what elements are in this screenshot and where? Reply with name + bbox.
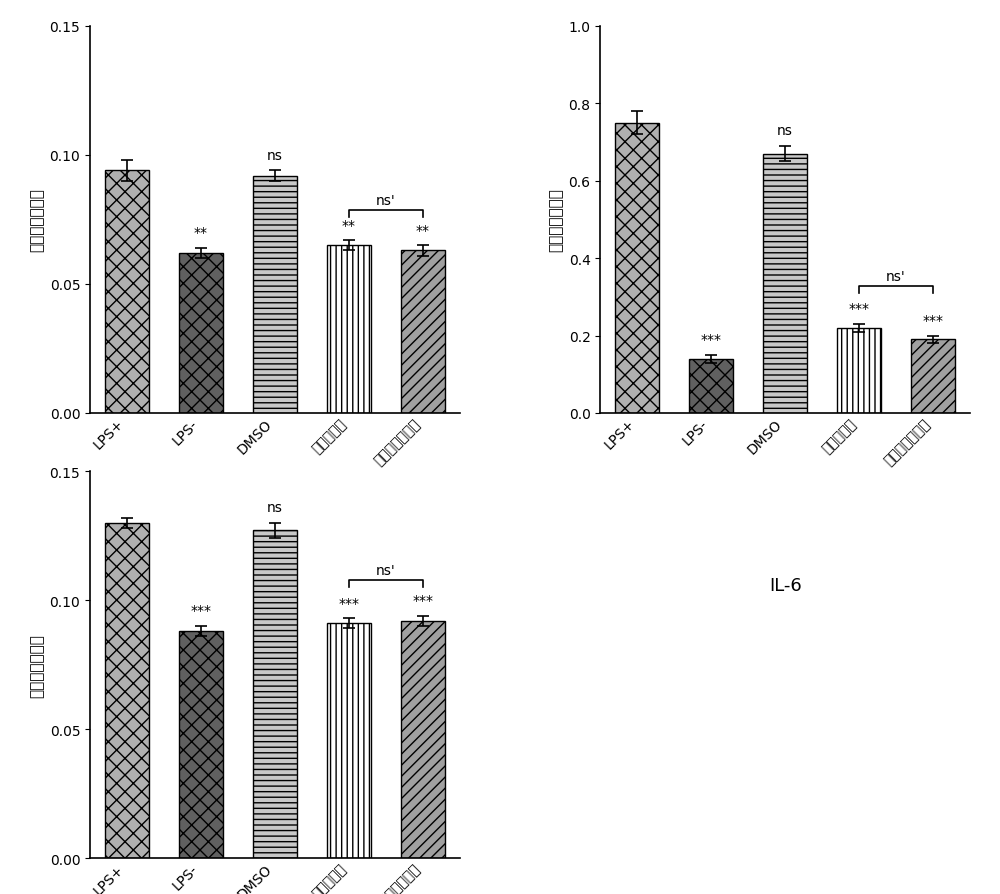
Text: ***: *** <box>190 603 211 618</box>
Text: ns': ns' <box>376 563 396 578</box>
Bar <box>253 176 297 414</box>
Bar <box>837 328 881 414</box>
Text: ***: *** <box>849 302 870 316</box>
Bar <box>401 251 445 414</box>
Bar <box>105 523 149 858</box>
Text: IL-1β: IL-1β <box>253 576 297 594</box>
Bar <box>615 123 659 414</box>
Y-axis label: 蛋白表达相对量: 蛋白表达相对量 <box>29 189 44 252</box>
Y-axis label: 蛋白表达相对量: 蛋白表达相对量 <box>548 189 563 252</box>
Y-axis label: 蛋白表达相对量: 蛋白表达相对量 <box>29 633 44 696</box>
Bar <box>253 531 297 858</box>
Bar <box>327 246 371 414</box>
Bar <box>327 624 371 858</box>
Text: **: ** <box>416 224 430 238</box>
Text: ns: ns <box>777 124 793 139</box>
Text: **: ** <box>342 218 356 232</box>
Text: IL-6: IL-6 <box>769 576 802 594</box>
Bar <box>401 621 445 858</box>
Text: ***: *** <box>701 333 722 347</box>
Text: ***: *** <box>338 596 359 610</box>
Bar <box>689 359 733 414</box>
Bar <box>105 171 149 414</box>
Text: **: ** <box>194 226 208 240</box>
Bar <box>763 155 807 414</box>
Bar <box>179 254 223 414</box>
Text: ***: *** <box>923 314 944 328</box>
Text: ns': ns' <box>886 270 906 283</box>
Text: ns': ns' <box>376 194 396 207</box>
Text: ns: ns <box>267 501 283 515</box>
Bar <box>911 340 955 414</box>
Text: ***: *** <box>412 594 433 607</box>
Bar <box>179 631 223 858</box>
Text: ns: ns <box>267 148 283 163</box>
